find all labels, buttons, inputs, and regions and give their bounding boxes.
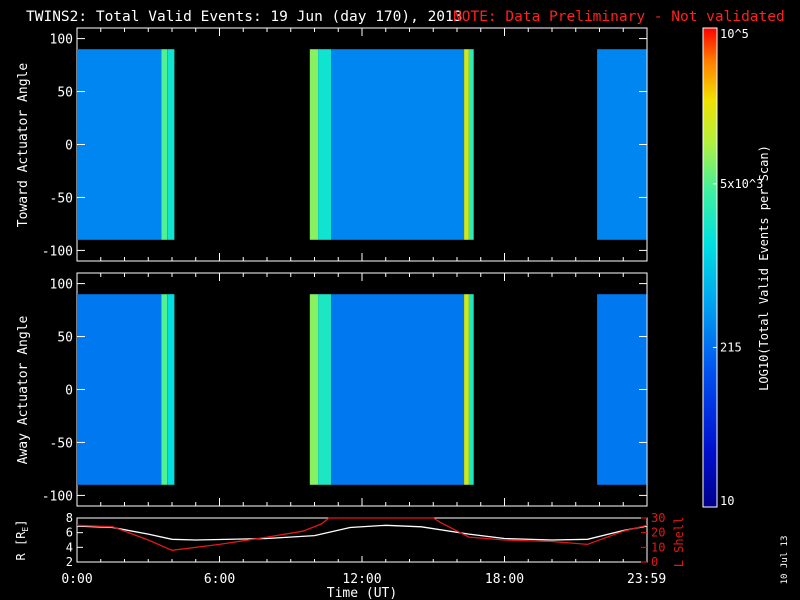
colorbar-fill <box>702 27 718 508</box>
away-axis-ticks: 100 50 0 -50 -100 <box>42 273 647 506</box>
heatmap-block <box>309 49 319 240</box>
time-tick-label: 0:00 <box>61 572 92 587</box>
r-tick-label: 2 <box>66 555 73 569</box>
r-tick-label: 8 <box>66 511 73 525</box>
plot-title: TWINS2: Total Valid Events: 19 Jun (day … <box>26 9 463 25</box>
heatmap-block <box>597 294 647 485</box>
lshell-tick-label: 0 <box>651 555 658 569</box>
y-tick-label: 50 <box>57 86 73 101</box>
y-tick-label: 100 <box>50 278 73 293</box>
lshell-tick-label: 20 <box>651 526 665 540</box>
heatmap-block <box>331 294 465 485</box>
away-panel: 100 50 0 -50 -100 Away Actuator Angle <box>16 272 648 507</box>
away-heatmap-blocks <box>77 294 647 485</box>
y-tick-label: 50 <box>57 331 73 346</box>
lshell-tick-label: 10 <box>651 540 665 554</box>
r-tick-label: 4 <box>66 540 73 554</box>
lshell-tick-label: 30 <box>651 511 665 525</box>
heatmap-block <box>597 49 647 240</box>
re-axis-label: R [RE] <box>14 520 30 561</box>
time-tick-label: 23:59 <box>627 572 666 587</box>
colorbar-tick-label: 10^5 <box>720 27 749 41</box>
lshell-axis-label: L Shell <box>672 517 686 568</box>
heatmap-block <box>318 294 332 485</box>
toward-axis-ticks: 100 50 0 -50 -100 <box>42 28 647 261</box>
colorbar: 10 215 5x10^3 10^5 LOG10(Total Valid Events… <box>702 27 771 508</box>
heatmap-block <box>318 49 332 240</box>
y-tick-label: 100 <box>50 33 73 48</box>
heatmap-block <box>161 49 168 240</box>
toward-ylabel: Toward Actuator Angle <box>16 63 31 228</box>
toward-panel: 100 50 0 -50 -100 Toward Actuator Angle <box>16 27 648 262</box>
heatmap-block <box>77 294 162 485</box>
away-ylabel: Away Actuator Angle <box>16 315 31 464</box>
heatmap-block <box>161 294 168 485</box>
radius-re-series <box>76 524 648 541</box>
colorbar-tick-label: 215 <box>720 340 742 354</box>
heatmap-block <box>331 49 465 240</box>
colorbar-tick-label: 5x10^3 <box>720 177 763 191</box>
re-label-sub: E <box>21 527 30 532</box>
colorbar-tick-label: 10 <box>720 494 734 508</box>
toward-heatmap-blocks <box>77 49 647 240</box>
heatmap-block <box>77 49 162 240</box>
colorbar-ticks: 10 215 5x10^3 10^5 <box>713 27 763 508</box>
heatmap-block <box>167 49 175 240</box>
colorbar-label: LOG10(Total Valid Events per Scan) <box>757 145 771 391</box>
date-stamp: 10 Jul 13 <box>780 536 790 585</box>
y-tick-label: -50 <box>50 436 73 451</box>
y-tick-label: -100 <box>42 489 73 504</box>
heatmap-block <box>468 294 474 485</box>
time-axis-label: Time (UT) <box>327 586 397 600</box>
preliminary-note: NOTE: Data Preliminary - Not validated <box>453 9 785 25</box>
heatmap-block <box>464 294 469 485</box>
r-tick-label: 6 <box>66 526 73 540</box>
re-label-main: R [R <box>14 531 28 561</box>
heatmap-block <box>464 49 469 240</box>
y-tick-label: 0 <box>65 384 73 399</box>
heatmap-block <box>309 294 319 485</box>
re-label-end: ] <box>14 520 28 527</box>
lshell-series <box>76 517 648 551</box>
time-tick-label: 6:00 <box>204 572 235 587</box>
y-tick-label: -100 <box>42 244 73 259</box>
heatmap-block <box>167 294 175 485</box>
y-tick-label: 0 <box>65 139 73 154</box>
y-tick-label: -50 <box>50 191 73 206</box>
time-tick-label: 12:00 <box>342 572 381 587</box>
heatmap-block <box>468 49 474 240</box>
time-tick-label: 18:00 <box>485 572 524 587</box>
